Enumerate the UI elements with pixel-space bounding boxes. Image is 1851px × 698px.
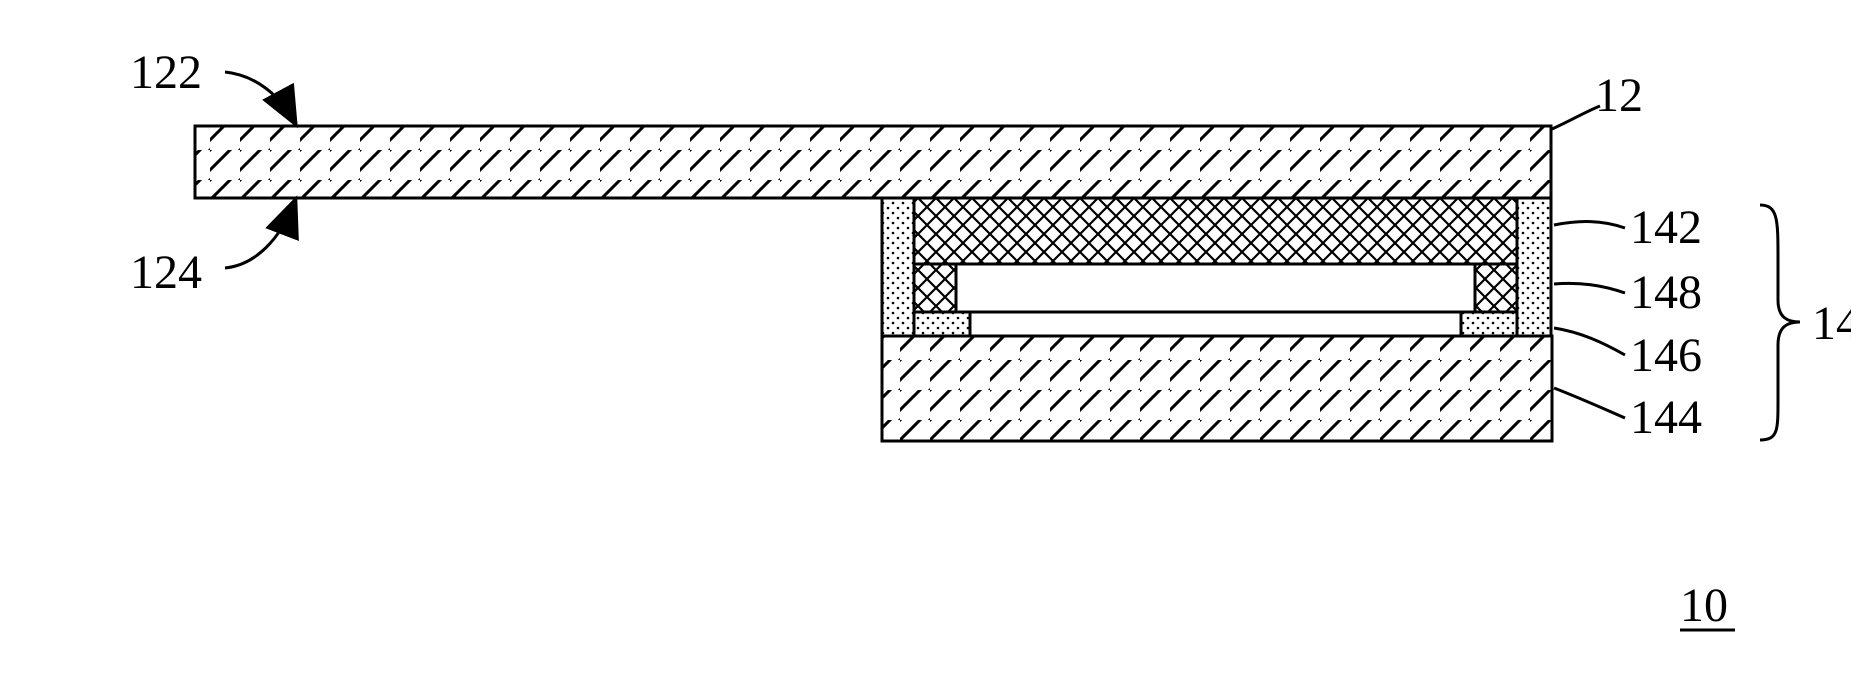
leader-124 xyxy=(225,201,295,268)
layer-144 xyxy=(882,336,1552,441)
layer-148-bottom-right xyxy=(1461,312,1517,336)
layer-148-left xyxy=(882,198,914,336)
leader-12 xyxy=(1552,106,1600,129)
label-124: 124 xyxy=(130,245,202,300)
label-122: 122 xyxy=(130,45,202,100)
leader-146 xyxy=(1554,328,1625,355)
figure-10: 122 124 12 142 148 146 144 14 10 xyxy=(0,0,1851,698)
label-12: 12 xyxy=(1595,68,1643,123)
layer-148-bottom-left xyxy=(914,312,970,336)
leader-122 xyxy=(225,72,295,123)
label-148: 148 xyxy=(1630,265,1702,320)
label-144: 144 xyxy=(1630,390,1702,445)
cavity xyxy=(956,264,1475,312)
layer-148-right xyxy=(1517,198,1551,336)
leader-142 xyxy=(1554,222,1625,228)
label-14: 14 xyxy=(1812,296,1851,351)
layer-142 xyxy=(914,198,1517,264)
brace-14 xyxy=(1760,205,1800,440)
leader-144 xyxy=(1554,388,1625,418)
label-142: 142 xyxy=(1630,200,1702,255)
label-146: 146 xyxy=(1630,328,1702,383)
layer-12 xyxy=(195,126,1551,198)
leader-148 xyxy=(1554,283,1625,293)
cross-section-svg xyxy=(0,0,1851,698)
label-10: 10 xyxy=(1680,578,1728,633)
